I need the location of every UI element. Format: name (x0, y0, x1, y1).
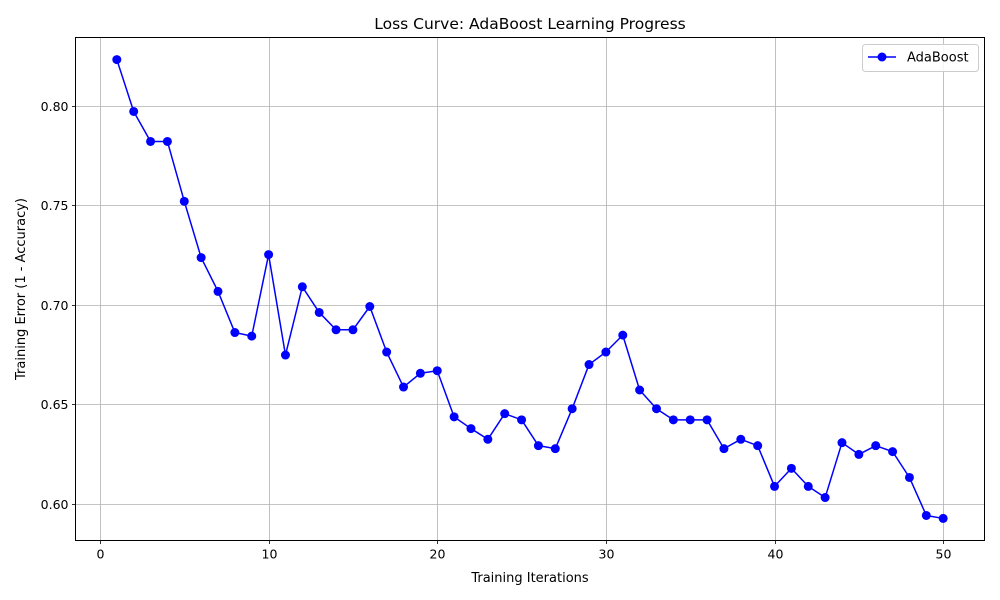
data-point (837, 438, 847, 448)
plot-frame (75, 37, 985, 541)
data-point (500, 409, 510, 419)
data-point (668, 415, 678, 425)
data-point (382, 347, 392, 357)
data-point (399, 382, 409, 392)
data-point (179, 196, 189, 206)
x-tick-label: 50 (936, 547, 952, 562)
data-point (129, 106, 139, 116)
y-tick-label: 0.60 (41, 497, 69, 512)
legend-box (862, 44, 979, 72)
data-point (904, 472, 914, 482)
data-point (618, 330, 628, 340)
data-point (753, 441, 763, 451)
legend-label: AdaBoost (907, 51, 969, 66)
data-point (567, 404, 577, 414)
data-point (365, 302, 375, 311)
data-point (938, 513, 948, 523)
y-tick-label: 0.80 (41, 99, 69, 114)
x-tick-label: 20 (430, 547, 446, 562)
data-point (348, 325, 358, 335)
legend: AdaBoost (862, 44, 979, 72)
data-point (736, 434, 746, 444)
data-point (719, 444, 729, 454)
data-point (702, 415, 712, 425)
x-axis-label: Training Iterations (470, 571, 589, 586)
y-tick-label: 0.65 (41, 397, 69, 412)
data-point (483, 434, 493, 444)
data-point (685, 415, 695, 425)
data-point (921, 510, 931, 520)
data-point (601, 347, 611, 357)
grid (75, 37, 985, 541)
data-point (112, 55, 122, 65)
y-tick-label: 0.70 (41, 298, 69, 313)
data-point (854, 449, 864, 459)
data-point (162, 136, 172, 146)
y-tick-label: 0.75 (41, 198, 69, 213)
legend-marker (877, 52, 887, 62)
data-point (803, 481, 813, 491)
data-point (213, 286, 223, 296)
data-point (331, 325, 341, 335)
data-point (280, 350, 290, 360)
data-point (550, 444, 560, 454)
x-tick-label: 30 (599, 547, 615, 562)
data-point (584, 360, 594, 370)
data-point (264, 250, 274, 260)
ticks: 0 10 20 30 40 50 0.60 0.65 0.70 0.75 0.80 (41, 99, 952, 562)
data-point (770, 481, 780, 491)
data-point (415, 368, 425, 378)
data-point (533, 441, 543, 451)
x-tick-label: 40 (768, 547, 784, 562)
data-point (146, 136, 156, 146)
series-layer (112, 55, 948, 523)
data-point (432, 366, 442, 376)
data-point (517, 415, 527, 425)
data-point (786, 463, 796, 473)
data-point (820, 493, 830, 503)
data-point (297, 282, 307, 292)
data-point (635, 385, 645, 395)
data-point (466, 424, 476, 434)
data-point (651, 404, 661, 414)
data-point (871, 441, 881, 451)
data-point (314, 307, 324, 317)
data-point (449, 412, 459, 422)
y-axis-label: Training Error (1 - Accuracy) (14, 198, 29, 381)
data-point (196, 253, 206, 263)
x-tick-label: 10 (262, 547, 278, 562)
chart-title: Loss Curve: AdaBoost Learning Progress (374, 15, 686, 33)
data-point (247, 331, 257, 341)
x-tick-label: 0 (97, 547, 105, 562)
data-point (230, 328, 240, 338)
data-point (888, 447, 898, 457)
